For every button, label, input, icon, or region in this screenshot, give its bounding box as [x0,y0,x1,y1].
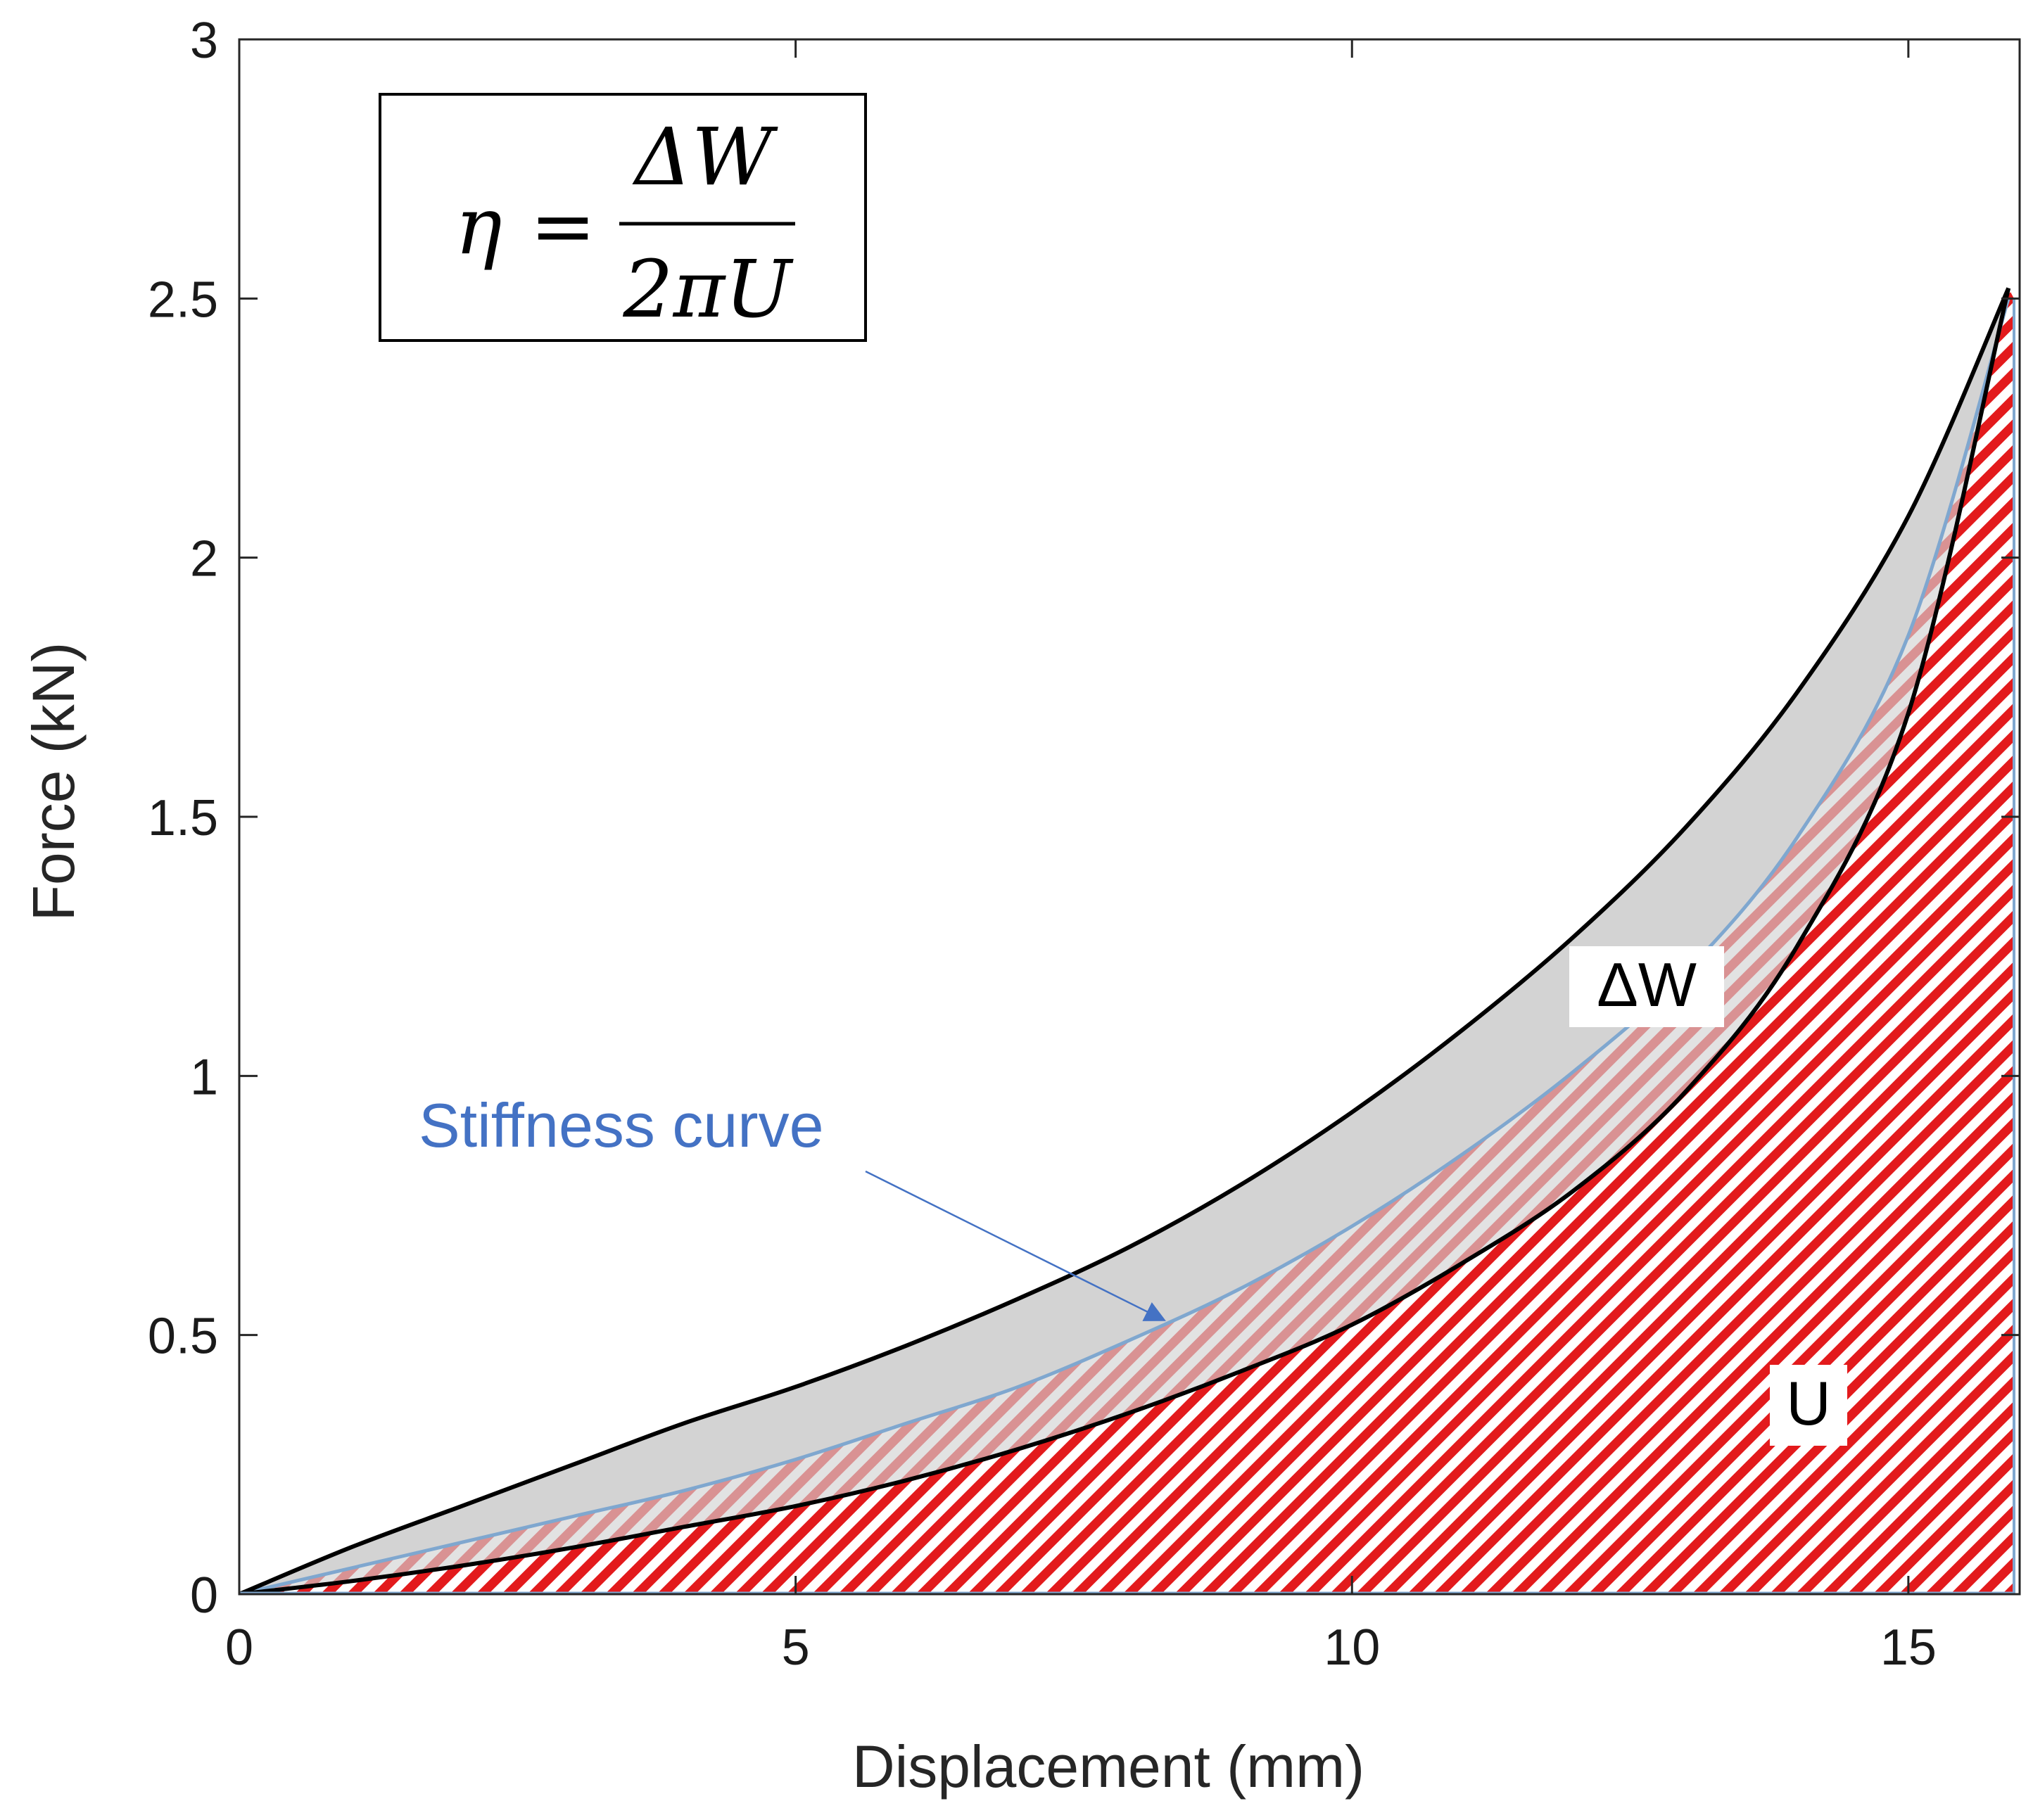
formula-box: η = ΔW 2πU [379,93,867,342]
y-tick-label: 0.5 [148,1309,218,1365]
formula-frame [379,93,867,342]
y-tick-label: 0 [190,1567,218,1624]
dw-label: ΔW [1597,950,1697,1019]
x-tick-label: 5 [782,1619,810,1676]
strain-energy-area [239,288,2014,1594]
y-tick-label: 1 [190,1049,218,1105]
stiffness-curve-label: Stiffness curve [419,1090,824,1160]
u-label: U [1786,1368,1831,1438]
stiffness-curve-arrow [865,1170,1166,1321]
plot-clip-group [239,287,2015,1594]
stiffness-curve-line [239,298,2010,1594]
formula-lhs: η [455,181,502,272]
annotations: ΔW U Stiffness curve [419,946,1847,1446]
formula-equals: = [530,181,596,272]
x-tick-label: 0 [225,1619,253,1676]
y-axis-label: Force (kN) [20,642,87,922]
formula-numerator: ΔW [632,112,778,203]
y-tick-label: 2.5 [148,272,218,328]
loading-curve-line [239,287,2010,1594]
x-tick-label: 15 [1880,1619,1937,1676]
hysteresis-area [239,288,2009,1594]
axes: 0 5 10 15 0 0.5 1 1.5 2 2.5 3 [148,13,2021,1676]
plot-area [239,287,2015,1594]
u-label-bg [1770,1365,1847,1446]
unloading-curve-line [239,287,2011,1594]
y-tick-label: 1.5 [148,790,218,846]
formula-denominator: 2πU [622,244,794,336]
y-tick-label: 2 [190,531,218,587]
x-tick-label: 10 [1324,1619,1380,1676]
dw-label-bg [1569,946,1724,1027]
x-axis-label: Displacement (mm) [852,1733,1364,1800]
y-tick-label: 3 [190,13,218,69]
